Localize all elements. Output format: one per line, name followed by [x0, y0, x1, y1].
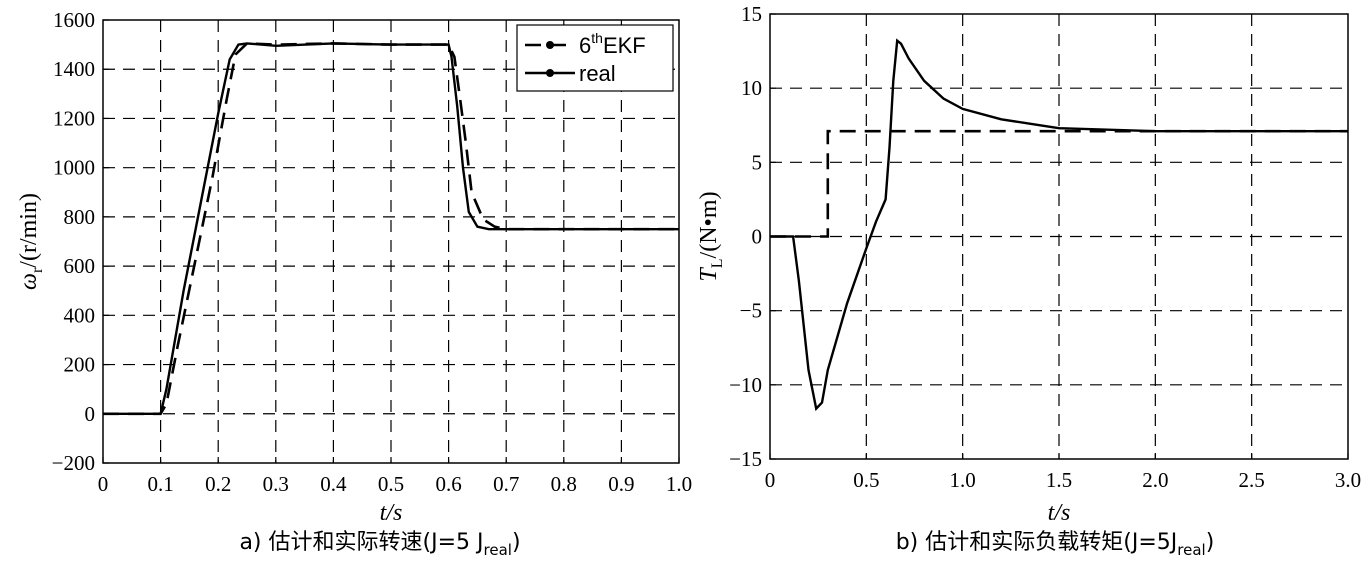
legend-label: 6thEKF — [579, 30, 646, 58]
series-line-real — [770, 129, 1348, 238]
y-tick-label: 1000 — [53, 156, 95, 180]
y-tick-label: −200 — [52, 451, 95, 475]
chart-b-y-axis-label: TL/(N•m) — [696, 191, 726, 281]
chart-b-caption: b) 估计和实际负载转矩(J=5Jreal) — [896, 530, 1215, 559]
chart-a-series — [103, 42, 679, 416]
x-tick-label: 2.0 — [1142, 468, 1168, 492]
y-tick-label: 0 — [752, 225, 763, 249]
y-tick-label: −5 — [740, 299, 762, 323]
x-tick-label: 0.4 — [320, 472, 347, 496]
chart-a-y-axis-label: ωr/(r/min) — [16, 193, 46, 290]
chart-a-caption: a) 估计和实际转速(J=5 Jreal) — [239, 530, 520, 559]
chart-b-series — [770, 38, 1348, 412]
y-tick-label: 15 — [741, 2, 762, 26]
y-tick-label: 0 — [85, 402, 96, 426]
x-tick-label: 1.5 — [1046, 468, 1072, 492]
y-tick-label: 1600 — [53, 8, 95, 32]
x-tick-label: 0.3 — [263, 472, 289, 496]
legend-marker — [546, 69, 554, 77]
chart-b-x-axis-label: t/s — [1048, 500, 1071, 526]
x-tick-label: 0.9 — [608, 472, 634, 496]
x-tick-label: 3.0 — [1335, 468, 1361, 492]
y-tick-label: 200 — [64, 353, 96, 377]
x-tick-label: 0.1 — [147, 472, 173, 496]
x-tick-label: 0.7 — [493, 472, 519, 496]
x-tick-label: 0.6 — [435, 472, 461, 496]
chart-a-x-ticks: 0 0.1 0.2 0.3 0.4 0.5 0.6 0.7 0.8 0.9 1.0 — [98, 457, 692, 496]
series-line-6thekf — [770, 38, 1348, 412]
y-tick-label: 10 — [741, 76, 762, 100]
chart-b-grid — [770, 14, 1348, 459]
legend-label: real — [579, 61, 616, 86]
x-tick-label: 1.0 — [950, 468, 976, 492]
x-tick-label: 0.5 — [378, 472, 404, 496]
chart-b-torque: 0 0.5 1.0 1.5 2.0 2.5 3.0 −15 −10 −5 0 5 10 15 t/s T… — [696, 2, 1361, 559]
legend-marker — [546, 41, 554, 49]
y-tick-label: 400 — [64, 303, 96, 327]
chart-b-x-ticks: 0 0.5 1.0 1.5 2.0 2.5 3.0 — [765, 453, 1361, 492]
y-tick-label: 600 — [64, 254, 96, 278]
chart-a-speed: 0 0.1 0.2 0.3 0.4 0.5 0.6 0.7 0.8 0.9 1.0 −2000200… — [16, 8, 692, 559]
chart-b-y-ticks: −15 −10 −5 0 5 10 15 — [729, 2, 776, 471]
chart-a-y-ticks: −200 0 200 400 600 800 1000 1200 1400 1600 — [52, 8, 109, 475]
x-tick-label: 0 — [98, 472, 109, 496]
x-tick-label: 1.0 — [666, 472, 692, 496]
chart-a-x-axis-label: t/s — [380, 500, 403, 526]
chart-a-legend: 6thEKF real — [516, 24, 674, 92]
x-tick-label: 0.8 — [551, 472, 577, 496]
y-tick-label: −10 — [729, 373, 762, 397]
x-tick-label: 0 — [765, 468, 776, 492]
y-tick-label: 800 — [64, 205, 96, 229]
y-tick-label: 1400 — [53, 57, 95, 81]
x-tick-label: 0.2 — [205, 472, 231, 496]
y-tick-label: −15 — [729, 447, 762, 471]
legend-box — [516, 24, 674, 92]
series-line-real — [103, 42, 679, 415]
y-tick-label: 1200 — [53, 106, 95, 130]
y-tick-label: 5 — [752, 150, 763, 174]
x-tick-label: 2.5 — [1239, 468, 1265, 492]
x-tick-label: 0.5 — [853, 468, 879, 492]
